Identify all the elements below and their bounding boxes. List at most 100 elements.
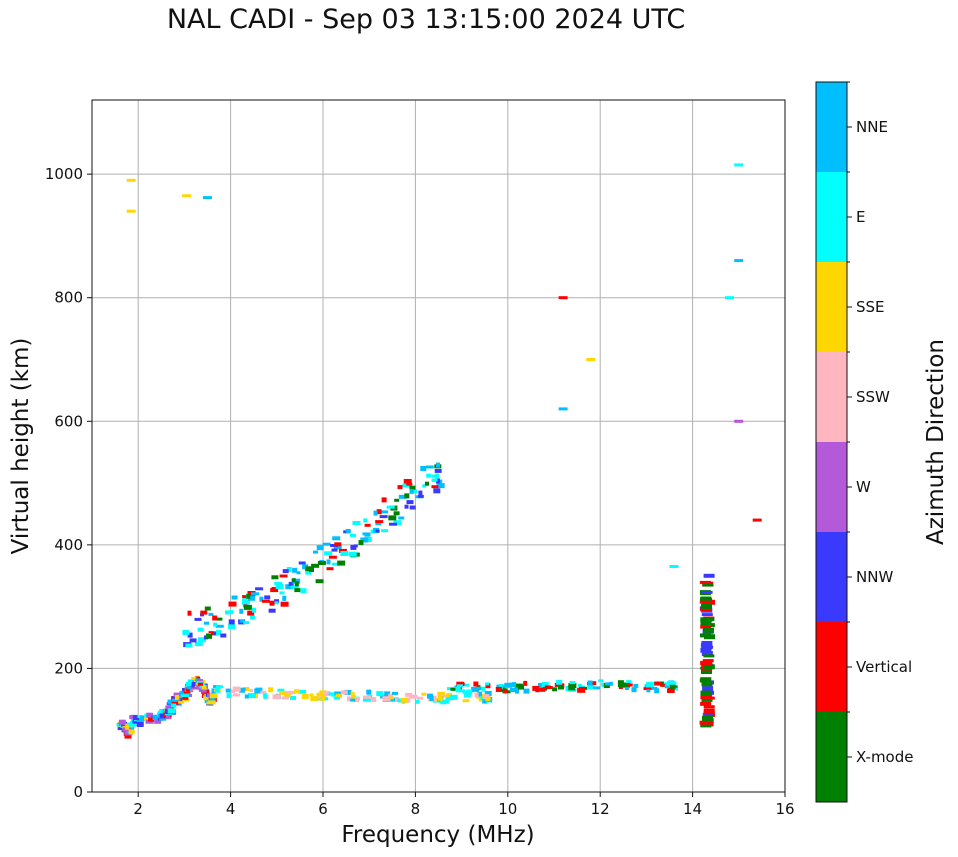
echo-point [558,296,568,300]
echo-point [587,685,595,690]
echo-point [664,685,670,689]
echo-point [136,722,144,727]
echo-point [277,688,285,692]
echo-point [309,567,314,572]
echo-point [503,690,507,693]
echo-point [371,697,377,702]
echo-point [358,540,364,546]
echo-point [173,692,181,697]
echo-point [248,595,256,601]
echo-point [568,685,576,691]
echo-point [185,681,191,687]
echo-point [701,645,713,650]
colorbar-tick-label: Vertical [856,658,912,676]
echo-point [350,544,357,550]
echo-point [700,621,712,626]
echo-point [558,407,568,411]
echo-point [126,178,136,182]
echo-point [440,700,447,705]
echo-point [319,690,327,696]
echo-point [275,584,284,590]
echo-point [417,494,424,498]
echo-point [418,490,423,496]
echo-point [172,696,177,701]
colorbar-segment [816,712,847,802]
echo-point [262,692,267,696]
echo-point [627,683,633,687]
echo-point [340,690,348,695]
echo-point [345,529,351,533]
echo-point [171,698,180,702]
echo-point [463,692,471,698]
echo-point [603,683,610,689]
echo-point [495,686,502,692]
echo-point [352,521,361,525]
echo-point [701,617,713,622]
echo-point [633,683,639,688]
echo-point [144,717,148,721]
echo-point [360,537,369,543]
echo-point [316,545,324,551]
echo-point [133,716,139,721]
echo-point [298,689,306,694]
colorbar-tick-label: W [856,478,871,496]
echo-point [404,504,409,509]
echo-point [204,606,211,611]
echo-point [485,683,491,689]
echo-point [185,643,193,648]
echo-point [310,696,319,702]
x-axis-label: Frequency (MHz) [341,822,534,848]
echo-point [167,699,175,705]
echo-point [375,520,384,524]
y-tick-label: 600 [54,412,83,430]
echo-point [523,680,528,686]
echo-point [182,630,190,635]
echo-point [305,566,312,572]
echo-point [204,635,208,640]
echo-point [128,729,135,735]
echo-point [207,700,216,705]
echo-point [700,647,712,653]
echo-point [334,542,342,547]
echo-point [514,688,519,694]
echo-point [703,705,715,709]
echo-point [296,571,301,575]
x-tick-label: 2 [133,800,143,818]
echo-point [703,696,715,700]
echo-point [701,670,712,674]
echo-point [437,695,443,701]
echo-point [197,679,203,683]
echo-point [699,580,711,584]
echo-point [212,615,218,621]
colorbar-tick-label: SSW [856,388,890,406]
echo-point [541,682,549,687]
echo-point [701,641,713,646]
echo-point [510,682,514,686]
echo-point [471,686,480,692]
echo-point [244,694,249,699]
echo-point [752,518,762,522]
y-tick-label: 0 [73,783,83,801]
echo-point [654,681,662,686]
echo-point [264,595,271,600]
echo-point [577,687,586,693]
echo-point [129,715,134,720]
echo-point [216,685,224,689]
echo-point [449,694,458,700]
echo-point [405,692,413,697]
echo-point [248,693,256,699]
echo-point [400,697,408,703]
echo-point [388,515,397,521]
echo-point [434,473,439,479]
echo-point [436,462,440,468]
y-tick-label: 400 [54,536,83,554]
echo-point [436,483,445,489]
colorbar-segment [816,172,847,262]
echo-point [593,686,601,690]
echo-point [389,697,397,702]
echo-point [269,600,275,606]
echo-point [279,574,288,578]
echo-point [187,610,192,616]
echo-point [330,544,339,547]
colorbar-label: Azimuth Direction [923,339,949,545]
